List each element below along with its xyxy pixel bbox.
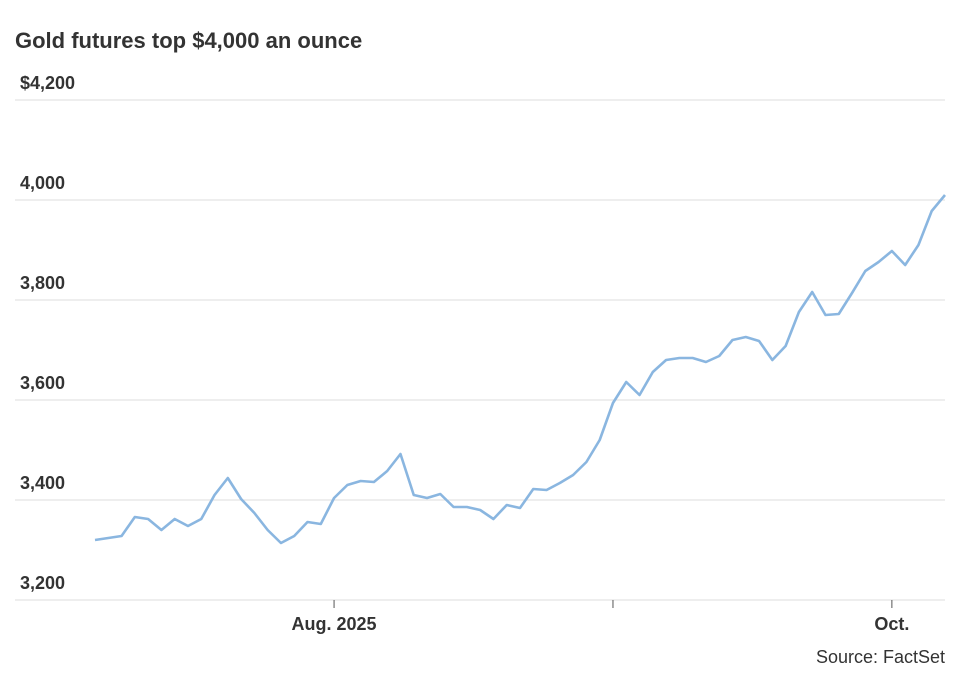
y-tick-label: $4,200 bbox=[20, 73, 75, 93]
y-tick-label: 3,400 bbox=[20, 473, 65, 493]
price-line bbox=[94, 194, 947, 545]
y-tick-label: 4,000 bbox=[20, 173, 65, 193]
x-tick-label: Aug. 2025 bbox=[292, 614, 377, 634]
chart-title: Gold futures top $4,000 an ounce bbox=[15, 28, 362, 53]
source: Source: FactSet bbox=[816, 647, 945, 667]
y-tick-label: 3,600 bbox=[20, 373, 65, 393]
y-tick-label: 3,200 bbox=[20, 573, 65, 593]
x-tick-label: Oct. bbox=[874, 614, 909, 634]
y-tick-label: 3,800 bbox=[20, 273, 65, 293]
